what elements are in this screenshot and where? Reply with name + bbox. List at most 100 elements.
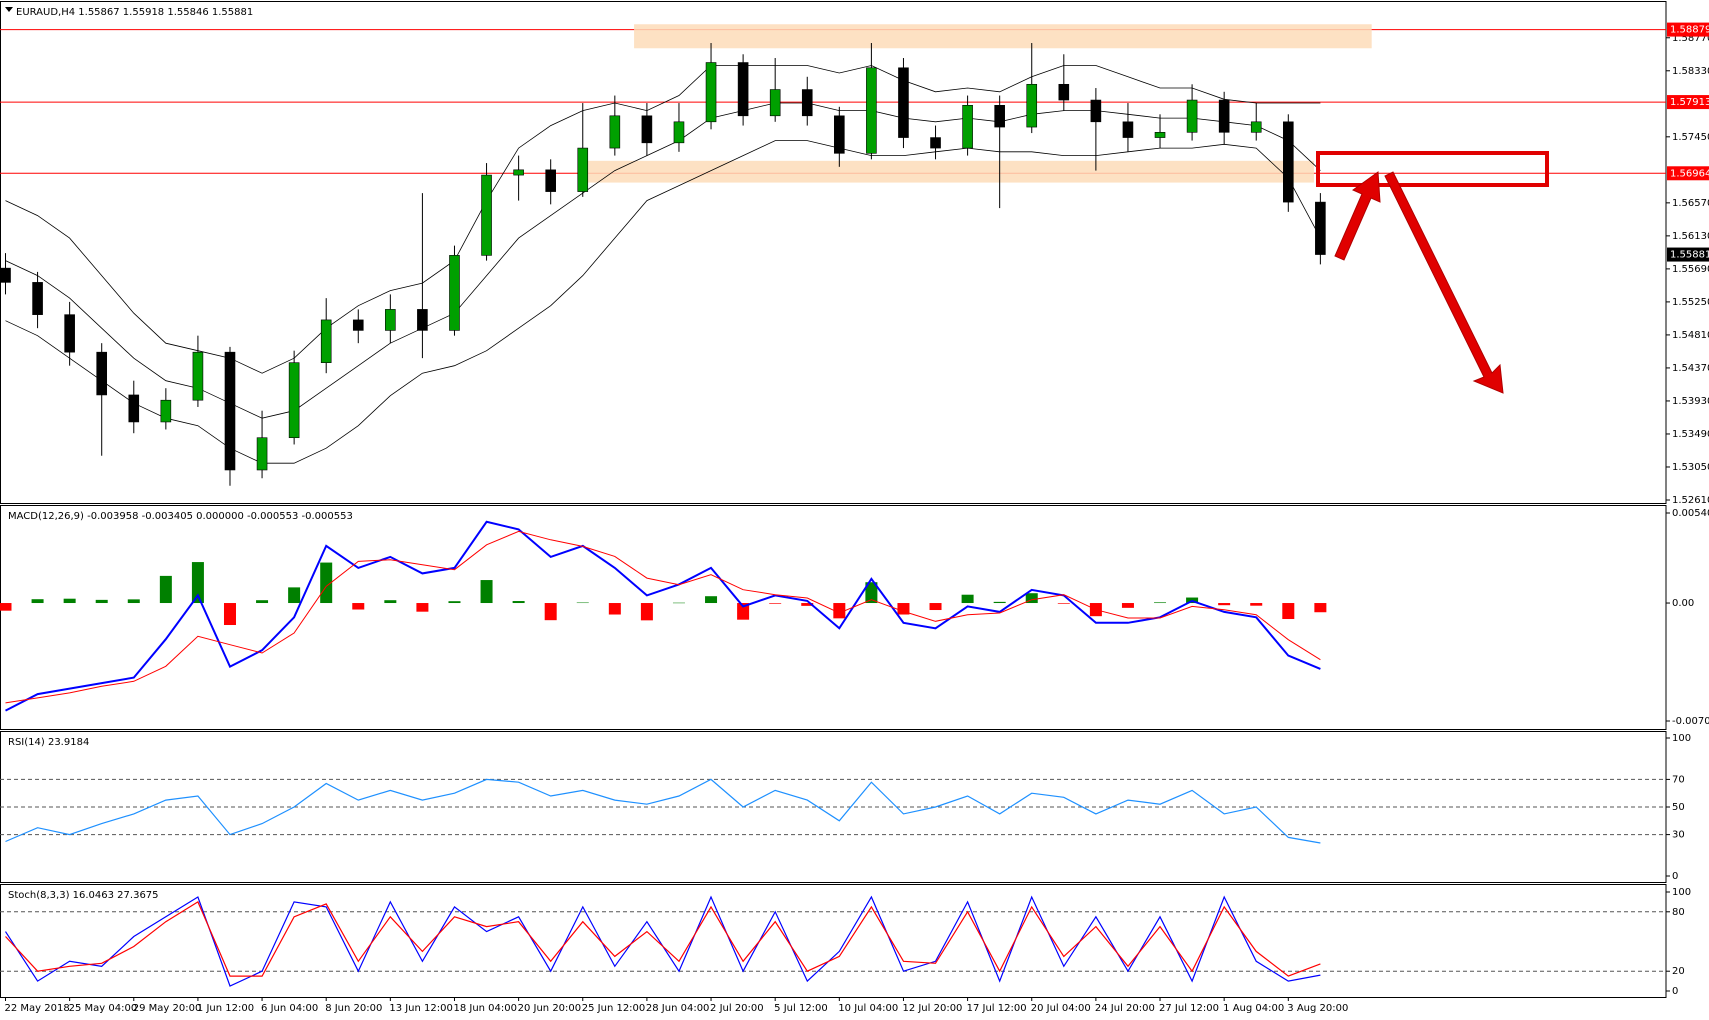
histogram-bar	[159, 575, 172, 604]
panel-frame	[0, 884, 1667, 998]
candle-body	[513, 169, 524, 176]
y-tick-label: 30	[1672, 830, 1685, 841]
histogram-bar	[705, 596, 718, 604]
histogram-bar	[672, 602, 685, 604]
last-price-box	[1667, 247, 1709, 262]
histogram-bar	[929, 603, 942, 611]
histogram-bar	[95, 599, 108, 604]
candle-body	[192, 351, 204, 401]
x-tick-label: 24 Jul 20:00	[1095, 1003, 1155, 1014]
indicator-line	[5, 530, 1321, 704]
histogram-bar	[191, 562, 204, 604]
histogram-bar	[608, 603, 621, 615]
panel-frame	[0, 505, 1667, 730]
candle-body	[160, 399, 172, 423]
y-tick-label: 100	[1672, 887, 1691, 898]
x-tick-label: 13 Jun 12:00	[389, 1003, 453, 1014]
y-tick-label: 1.54810	[1672, 330, 1709, 341]
candle-body	[352, 319, 364, 331]
panel-title: Stoch(8,3,3) 16.0463 27.3675	[8, 890, 159, 901]
histogram-bar	[993, 601, 1006, 604]
y-tick-label: 50	[1672, 802, 1685, 813]
candle-body	[1058, 83, 1070, 101]
candle-body	[32, 282, 43, 315]
price-zone	[634, 24, 1372, 49]
histogram-bar	[0, 603, 12, 611]
x-tick-label: 10 Jul 04:00	[838, 1003, 898, 1014]
y-tick-label: 0	[1672, 986, 1678, 997]
x-tick-label: 1 Aug 04:00	[1223, 1003, 1284, 1014]
candle-body	[1154, 132, 1166, 138]
candle-body	[834, 115, 845, 154]
candle-body	[609, 115, 621, 149]
forecast-overlay	[5, 7, 1549, 394]
candle-body	[1090, 99, 1102, 123]
y-tick-label: 100	[1672, 733, 1691, 744]
y-tick-label: 1.54370	[1672, 363, 1709, 374]
histogram-bar	[288, 587, 301, 604]
histogram-bar	[1218, 603, 1231, 606]
candle-body	[1186, 99, 1198, 133]
y-tick-label: 1.56130	[1672, 231, 1709, 242]
histogram-bar	[576, 602, 589, 604]
level-label-box	[1667, 95, 1709, 110]
histogram-bar	[256, 600, 269, 604]
x-tick-label: 20 Jun 20:00	[518, 1003, 582, 1014]
histogram-bar	[480, 580, 493, 604]
histogram-bar	[31, 599, 44, 604]
candle-body	[0, 267, 11, 283]
candle-body	[481, 174, 492, 256]
candle-body	[385, 309, 396, 331]
panel-frame	[0, 1, 1667, 504]
histogram-bar	[1057, 603, 1070, 604]
bollinger-band	[5, 140, 1321, 464]
histogram-bar	[1025, 593, 1038, 604]
level-label-box	[1667, 22, 1709, 37]
candle-body	[898, 67, 909, 138]
candle-body	[801, 89, 813, 117]
candle-body	[224, 351, 236, 471]
histogram-bar	[448, 601, 461, 604]
candle-body	[866, 67, 877, 154]
candle-body	[1315, 201, 1326, 255]
level-label: 1.58879	[1670, 25, 1709, 36]
histogram-bar	[1121, 603, 1134, 608]
histogram-bar	[865, 582, 878, 604]
histogram-bar	[1314, 603, 1327, 613]
x-tick-label: 8 Jun 20:00	[325, 1003, 382, 1014]
bollinger-band	[5, 65, 1321, 374]
y-tick-label: 1.55690	[1672, 264, 1709, 275]
candle-body	[449, 255, 460, 331]
level-label: 1.56964	[1670, 168, 1709, 179]
histogram-bar	[961, 594, 974, 604]
arrow-up	[1334, 171, 1381, 261]
y-tick-label: 0	[1672, 871, 1678, 882]
candle-body	[128, 394, 140, 423]
x-tick-label: 25 Jun 12:00	[582, 1003, 646, 1014]
menu-triangle	[5, 7, 13, 12]
histogram-bar	[512, 601, 525, 604]
y-tick-label: 20	[1672, 966, 1685, 977]
candle-body	[705, 62, 717, 123]
candle-body	[930, 137, 941, 149]
candle-body	[1026, 83, 1038, 128]
y-tick-label: 1.58770	[1672, 33, 1709, 44]
panel-title: EURAUD,H4 1.55867 1.55918 1.55846 1.5588…	[16, 7, 253, 18]
candle-body	[1122, 121, 1134, 138]
y-tick-label: 80	[1672, 907, 1685, 918]
candle-body	[641, 115, 653, 144]
arrow-down	[1384, 171, 1504, 394]
x-tick-label: 12 Jul 20:00	[902, 1003, 962, 1014]
histogram-bar	[833, 603, 846, 619]
histogram-bar	[640, 603, 653, 621]
candle-body	[545, 169, 556, 192]
indicator-line	[5, 520, 1321, 712]
y-tick-label: 1.56570	[1672, 198, 1709, 209]
candle-body	[96, 351, 108, 396]
level-label-box	[1667, 166, 1709, 181]
histogram-bar	[1154, 602, 1167, 604]
y-tick-label: 1.58330	[1672, 66, 1709, 77]
candle-body	[1218, 99, 1230, 133]
candle-body	[256, 437, 268, 471]
histogram-bar	[63, 598, 76, 604]
